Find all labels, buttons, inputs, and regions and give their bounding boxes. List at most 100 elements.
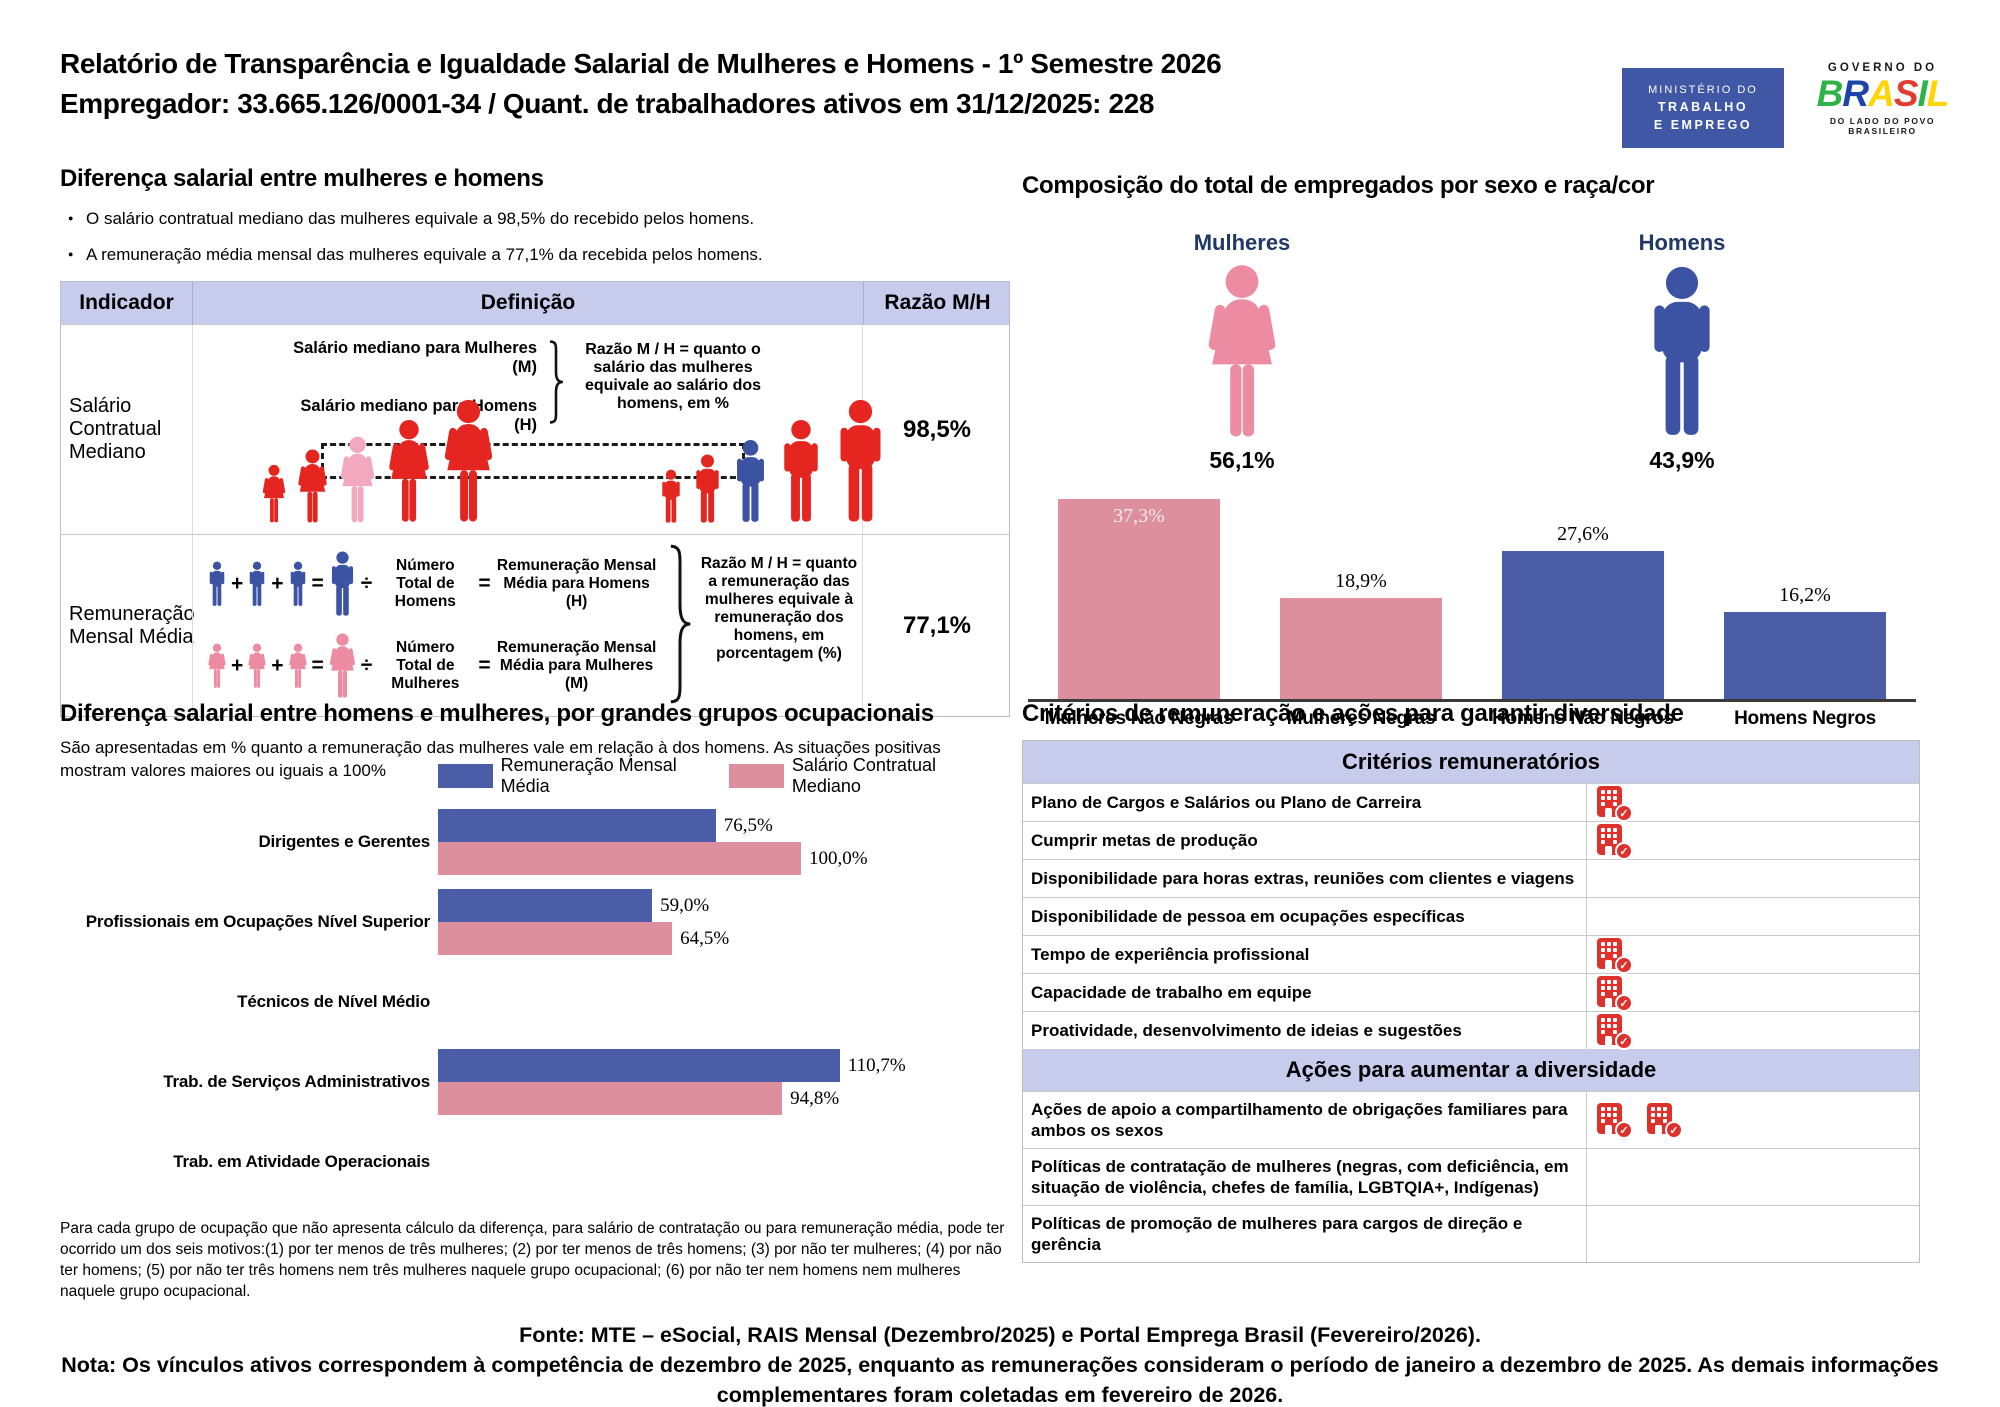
legend-item: Remuneração Mensal Média	[438, 755, 703, 797]
def-line-mulheres: Salário mediano para Mulheres (M)	[293, 339, 537, 376]
gov-logo-top: GOVERNO DO	[1827, 62, 1938, 74]
criteria-check-cell: ✓ ✓	[1586, 1092, 1921, 1148]
criteria-check-cell: ✓	[1586, 784, 1921, 822]
occupational-section: Diferença salarial entre homens e mulher…	[60, 700, 1010, 1302]
legend-label: Salário Contratual Mediano	[791, 755, 936, 796]
man-figure-icon	[288, 561, 308, 607]
criteria-check-cell: ✓	[1586, 822, 1921, 860]
criteria-check-cell: ✓	[1586, 974, 1921, 1012]
legend-swatch	[438, 764, 493, 788]
women-label: Mulheres	[1193, 230, 1291, 255]
bar-line: 94,8%	[438, 1082, 906, 1115]
bar-value-label: 18,9%	[1335, 569, 1387, 592]
salary-gap-title: Diferença salarial entre mulheres e home…	[60, 165, 544, 192]
men-result-label: Remuneração Mensal Média para Homens (H)	[496, 557, 657, 610]
plus-operator: +	[271, 572, 284, 595]
category-label: Mulheres Não Negras	[1044, 708, 1234, 729]
bar-line: 110,7%	[438, 1049, 906, 1082]
building-check-icon: ✓	[1597, 937, 1633, 974]
man-figure-icon	[692, 454, 723, 524]
woman-figure-icon	[328, 633, 357, 699]
man-figure-icon	[207, 561, 227, 607]
woman-icon	[1022, 264, 1462, 445]
plus-operator: +	[271, 654, 284, 677]
table-row-salario-mediano: Salário Contratual Mediano Salário media…	[61, 324, 1009, 534]
occupational-footnote: Para cada grupo de ocupação que não apre…	[60, 1220, 1005, 1300]
woman-figure-icon	[296, 449, 329, 524]
col-razao: Razão M/H	[863, 282, 1011, 324]
bar	[1724, 612, 1886, 699]
man-figure-icon	[732, 439, 769, 524]
criteria-row: Capacidade de trabalho em equipe ✓	[1023, 973, 1921, 1012]
bar-value-label: 64,5%	[680, 927, 730, 949]
man-figure-icon	[833, 399, 888, 524]
brasil-letter: S	[1893, 73, 1919, 114]
col-indicador: Indicador	[79, 291, 174, 314]
building-check-icon: ✓	[1597, 785, 1633, 822]
woman-figure-icon	[261, 464, 287, 524]
criteria-check-cell: ✓	[1586, 936, 1921, 974]
brasil-wordmark: BRASIL	[1800, 74, 1965, 114]
criteria-check-cell	[1586, 898, 1921, 935]
bar-value-label: 94,8%	[790, 1087, 840, 1109]
criteria-row: Ações de apoio a compartilhamento de obr…	[1023, 1091, 1919, 1148]
chart-slot: 18,9%	[1250, 570, 1472, 699]
bar-line: 64,5%	[438, 922, 729, 955]
criteria-row: Disponibilidade de pessoa em ocupações e…	[1023, 897, 1919, 935]
chart-slot: 37,3%	[1028, 499, 1250, 699]
governo-brasil-logo: GOVERNO DO BRASIL DO LADO DO POVO BRASIL…	[1800, 62, 1965, 136]
composition-chart-labels: Mulheres Não Negras Mulheres Negras Homens…	[1028, 708, 1916, 730]
mte-logo-line3: E EMPREGO	[1653, 118, 1753, 132]
occupational-legend: Remuneração Mensal Média Salário Contratu…	[438, 755, 1010, 797]
man-figure-icon	[247, 561, 267, 607]
ratio-value: 77,1%	[902, 611, 972, 639]
woman-figure-icon	[207, 643, 227, 689]
chart-row: Dirigentes e Gerentes 76,5% 100,0%	[60, 802, 1010, 882]
report-header: Relatório de Transparência e Igualdade S…	[60, 48, 1222, 120]
criteria-row: Políticas de promoção de mulheres para c…	[1023, 1205, 1919, 1262]
criteria-table: Critérios remuneratórios Plano de Cargos …	[1022, 740, 1920, 1263]
bar	[438, 922, 673, 955]
category-label: Homens Não Negros	[1492, 708, 1674, 729]
woman-figure-icon	[247, 643, 267, 689]
bar-pair: 59,0% 64,5%	[438, 889, 729, 955]
criteria-check-cell: ✓	[1586, 1012, 1921, 1050]
bar-line: 59,0%	[438, 889, 729, 922]
composition-icons: Mulheres 56,1% Homens 43,9%	[1022, 230, 1922, 474]
woman-figure-icon	[386, 419, 432, 524]
criteria-row: Proatividade, desenvolvimento de ideias …	[1023, 1011, 1921, 1050]
category-label: Homens Negros	[1734, 708, 1876, 729]
bar	[438, 889, 653, 922]
criteria-row: Políticas de contratação de mulheres (ne…	[1023, 1148, 1919, 1205]
report-footer: Fonte: MTE – eSocial, RAIS Mensal (Dezem…	[0, 1320, 2000, 1407]
salary-gap-section: Diferença salarial entre mulheres e home…	[60, 165, 1010, 717]
criteria-section-header: Ações para aumentar a diversidade	[1023, 1049, 1919, 1091]
women-average-formula: + + = ÷ Número Total de Mulheres = Remuner…	[207, 629, 862, 703]
men-sum-figures: + + =	[207, 551, 357, 617]
criteria-title: Critérios de remuneração e ações para ga…	[1022, 700, 1684, 727]
criteria-section: Critérios de remuneração e ações para ga…	[1022, 700, 1920, 1263]
women-block: Mulheres 56,1%	[1022, 230, 1462, 474]
mte-logo-line2: TRABALHO	[1657, 100, 1749, 114]
criteria-section-header: Critérios remuneratórios	[1023, 741, 1919, 783]
criteria-check-cell	[1586, 1149, 1921, 1205]
definition-cell: Salário mediano para Mulheres (M) Salári…	[192, 325, 863, 534]
woman-figure-icon	[288, 643, 308, 689]
equals-operator: =	[478, 572, 491, 595]
legend-label: Remuneração Mensal Média	[500, 755, 677, 796]
criteria-check-cell	[1586, 1206, 1921, 1262]
bar	[438, 1049, 840, 1082]
men-label: Homens	[1638, 230, 1726, 255]
composition-chart: 37,3% 18,9% 27,6% 16,2%	[1028, 498, 1916, 702]
bar	[1502, 551, 1664, 699]
occupational-chart: Dirigentes e Gerentes 76,5% 100,0% Profissi…	[60, 802, 1010, 1202]
bar	[438, 809, 716, 842]
criteria-label: Políticas de promoção de mulheres para c…	[1031, 1214, 1523, 1254]
brasil-letter: I	[1917, 73, 1928, 114]
bar	[438, 842, 801, 875]
building-check-icon: ✓	[1597, 1013, 1633, 1050]
bar-pair: 76,5% 100,0%	[438, 809, 868, 875]
bar-line: 100,0%	[438, 842, 868, 875]
category-label: Mulheres Negras	[1286, 708, 1436, 729]
category-label: Trab. de Serviços Administrativos	[163, 1072, 430, 1091]
